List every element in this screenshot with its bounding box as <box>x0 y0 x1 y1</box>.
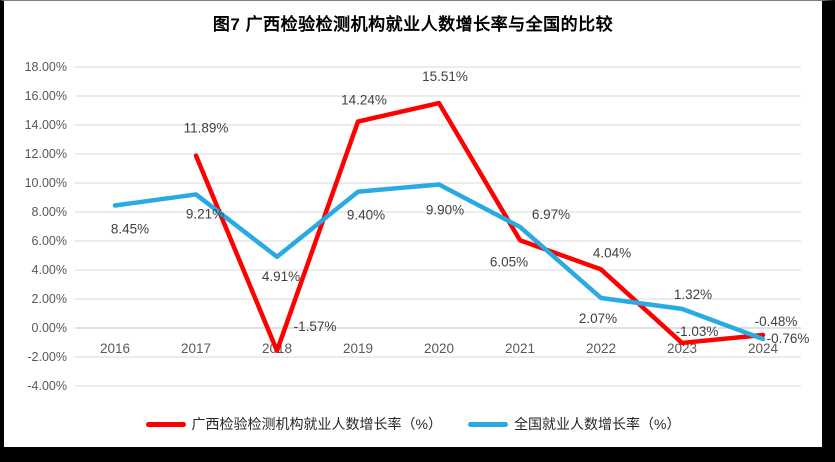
series-line-1 <box>112 182 766 342</box>
data-label: -1.03% <box>676 324 719 339</box>
data-label: 15.51% <box>422 69 468 84</box>
y-tick-label: 14.00% <box>25 118 67 132</box>
legend-swatch-national-icon <box>468 421 508 427</box>
legend-item-national: 全国就业人数增长率（%） <box>468 414 680 434</box>
x-tick-label: 2021 <box>505 341 535 356</box>
legend-item-guangxi: 广西检验检测机构就业人数增长率（%） <box>145 414 442 434</box>
x-tick-label: 2020 <box>424 341 454 356</box>
legend-label-national: 全国就业人数增长率（%） <box>514 416 681 432</box>
x-tick-label: 2019 <box>343 341 373 356</box>
legend-label-guangxi: 广西检验检测机构就业人数增长率（%） <box>191 416 442 432</box>
data-label: 8.45% <box>111 221 149 236</box>
y-tick-label: 8.00% <box>32 205 67 219</box>
y-tick-label: -4.00% <box>27 379 67 393</box>
chart-inner: 图7 广西检验检测机构就业人数增长率与全国的比较 18.00% 16.00% 14.… <box>4 1 822 447</box>
y-tick-label: 16.00% <box>25 89 67 103</box>
y-tick-label: 6.00% <box>32 234 67 248</box>
y-tick-label: 12.00% <box>25 147 67 161</box>
data-label: 11.89% <box>184 121 229 136</box>
data-label: 14.24% <box>341 93 387 108</box>
data-label: -1.57% <box>294 319 337 334</box>
data-label: 1.32% <box>674 287 712 302</box>
y-tick-label: 0.00% <box>32 321 67 335</box>
data-label: 6.97% <box>532 207 570 222</box>
chart-title: 图7 广西检验检测机构就业人数增长率与全国的比较 <box>212 15 614 34</box>
x-tick-label: 2023 <box>667 341 697 356</box>
data-label: -0.48% <box>755 314 798 329</box>
y-tick-label: 18.00% <box>25 60 67 74</box>
data-label: 4.04% <box>593 245 631 260</box>
data-label: 9.40% <box>347 208 385 223</box>
y-tick-label: 2.00% <box>32 292 67 306</box>
x-tick-label: 2016 <box>100 341 130 356</box>
data-label: -0.76% <box>767 331 810 346</box>
y-tick-label: 4.00% <box>32 263 67 277</box>
plot-area: 18.00% 16.00% 14.00% 12.00% 10.00% 8.00% 6.00%… <box>25 60 810 393</box>
x-tick-label: 2017 <box>181 341 211 356</box>
data-label: 9.90% <box>426 202 464 217</box>
y-tick-label: 10.00% <box>25 176 67 190</box>
legend-swatch-guangxi-icon <box>145 421 186 427</box>
series-line-0 <box>193 100 766 354</box>
legend: 广西检验检测机构就业人数增长率（%） 全国就业人数增长率（%） <box>4 414 822 434</box>
data-label: 4.91% <box>262 269 300 284</box>
data-label: 6.05% <box>490 254 528 269</box>
data-label: 9.21% <box>186 206 224 221</box>
y-tick-label: -2.00% <box>27 350 67 364</box>
x-tick-label: 2022 <box>586 341 616 356</box>
data-label: 2.07% <box>579 311 617 326</box>
x-tick-label: 2024 <box>748 341 779 356</box>
